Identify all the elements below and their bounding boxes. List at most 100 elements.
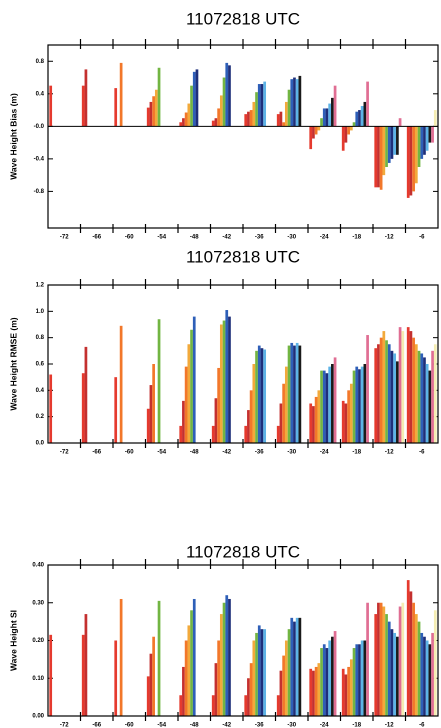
bar xyxy=(325,648,329,716)
bar xyxy=(184,640,188,716)
bar xyxy=(282,383,285,443)
bar xyxy=(352,648,356,716)
bar xyxy=(295,617,299,716)
bar xyxy=(425,640,429,716)
bar xyxy=(252,364,256,443)
x-tick-label: -36 xyxy=(255,723,264,728)
bar xyxy=(374,348,378,443)
bar xyxy=(325,373,329,443)
bar xyxy=(425,364,429,443)
bar xyxy=(260,348,264,443)
bar xyxy=(290,79,294,127)
bar xyxy=(276,114,280,127)
bar xyxy=(406,126,410,198)
bar xyxy=(385,340,388,443)
x-tick-label: -18 xyxy=(352,450,361,456)
bar xyxy=(428,126,432,143)
bar xyxy=(398,327,402,443)
bar xyxy=(219,95,223,127)
bar xyxy=(211,695,215,716)
y-axis-label: Wave Height Bias (m) xyxy=(8,93,18,180)
bar xyxy=(252,640,256,716)
bar xyxy=(312,670,315,716)
bar xyxy=(279,403,283,443)
bar xyxy=(211,425,215,443)
bar xyxy=(263,81,267,127)
bar xyxy=(293,345,296,443)
bar xyxy=(276,425,280,443)
bar xyxy=(390,350,394,443)
bar xyxy=(431,350,434,443)
bar xyxy=(114,377,118,443)
bar xyxy=(149,385,153,443)
bar xyxy=(420,353,424,443)
bar xyxy=(363,364,367,443)
bar xyxy=(157,67,161,127)
bar xyxy=(255,92,258,127)
x-tick-label: -54 xyxy=(157,723,166,728)
bar xyxy=(187,103,191,127)
bar xyxy=(225,595,229,716)
x-tick-label: -30 xyxy=(287,723,296,728)
bar xyxy=(314,396,318,443)
bar xyxy=(358,369,361,443)
bar xyxy=(81,373,85,443)
bar xyxy=(314,666,318,716)
bar xyxy=(431,632,434,716)
y-tick-label: 0.00 xyxy=(32,714,44,720)
bar xyxy=(119,325,123,443)
bar xyxy=(360,366,364,443)
bar xyxy=(382,606,386,716)
bar xyxy=(366,335,369,443)
bar xyxy=(192,316,196,443)
x-tick-label: -6 xyxy=(419,235,425,241)
x-tick-label: -30 xyxy=(287,450,296,456)
bar xyxy=(322,108,326,127)
bar xyxy=(385,614,388,716)
bar xyxy=(214,663,218,716)
bar xyxy=(284,101,288,127)
bar xyxy=(179,695,183,716)
bar xyxy=(401,602,405,716)
bar xyxy=(157,319,161,443)
y-tick-label: 1.0 xyxy=(36,309,45,315)
bar xyxy=(287,89,291,127)
bar xyxy=(331,97,334,127)
bar xyxy=(244,695,248,716)
bar xyxy=(179,122,183,127)
bar xyxy=(282,122,285,127)
bar xyxy=(276,695,280,716)
bar xyxy=(214,118,218,127)
bar xyxy=(222,602,226,716)
bar xyxy=(355,111,359,127)
bar xyxy=(81,85,85,127)
x-tick-label: -66 xyxy=(92,235,101,241)
bar xyxy=(331,636,334,716)
bar xyxy=(149,653,153,716)
bar xyxy=(84,346,88,443)
bar xyxy=(287,345,291,443)
bar xyxy=(214,398,218,443)
x-tick-label: -48 xyxy=(190,450,199,456)
bar xyxy=(228,65,231,127)
bar xyxy=(154,89,158,127)
bar xyxy=(363,101,367,127)
bar xyxy=(119,598,123,716)
bar xyxy=(255,632,258,716)
plot-frame xyxy=(47,284,439,444)
bar xyxy=(328,640,332,716)
bar xyxy=(247,410,250,443)
bar xyxy=(428,644,432,716)
x-tick-label: -66 xyxy=(92,723,101,728)
bar xyxy=(146,107,150,127)
bar xyxy=(333,631,337,716)
x-tick-label: -6 xyxy=(419,723,425,728)
bar xyxy=(366,602,369,716)
bar xyxy=(409,331,413,443)
bar xyxy=(382,126,386,176)
bar xyxy=(219,324,223,443)
bar xyxy=(396,636,399,716)
bar xyxy=(49,634,53,716)
bar xyxy=(344,126,348,143)
bar xyxy=(81,634,85,716)
